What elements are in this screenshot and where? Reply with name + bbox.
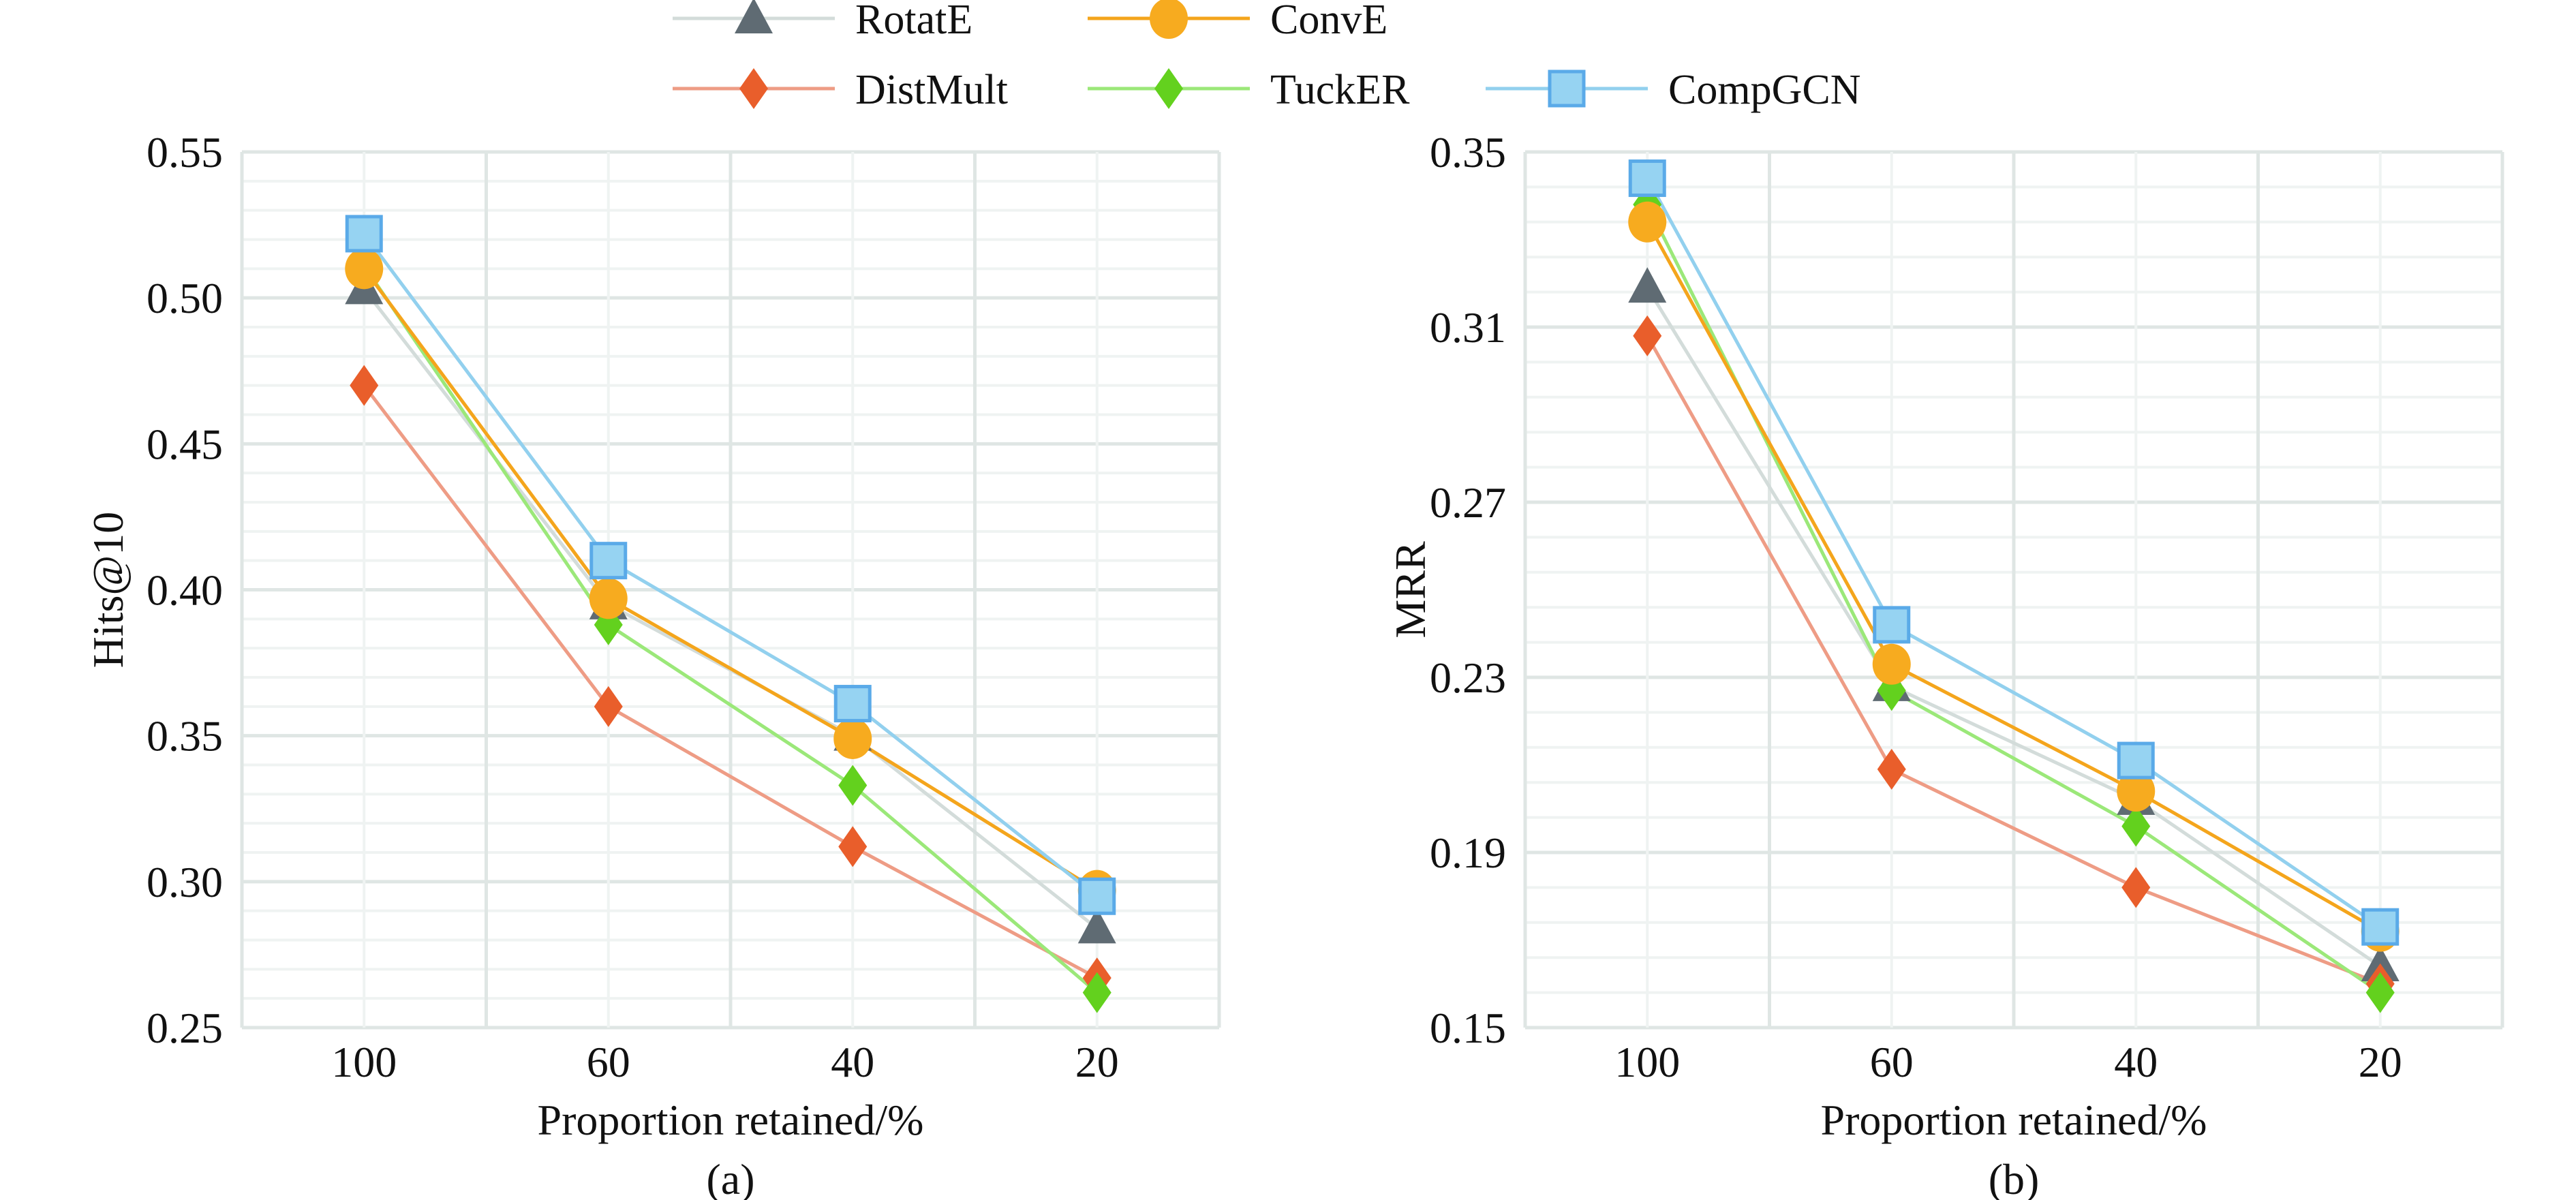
data-point-tucker	[838, 765, 868, 806]
legend-item-compgcn: CompGCN	[1486, 67, 1860, 113]
legend-label: ConvE	[1270, 0, 1387, 43]
y-tick-label: 0.31	[1430, 303, 1506, 352]
x-tick-label: 40	[831, 1038, 874, 1086]
diamond-icon	[1154, 68, 1183, 109]
y-tick-label: 0.23	[1430, 653, 1506, 702]
data-point-conve	[833, 718, 872, 759]
x-tick-label: 60	[587, 1038, 630, 1086]
circle-icon	[1150, 0, 1188, 39]
y-tick-label: 0.50	[147, 274, 223, 322]
x-axis-label: Proportion retained/%	[1821, 1096, 2207, 1144]
legend-label: TuckER	[1270, 67, 1410, 113]
data-point-distmult	[838, 826, 868, 867]
legend-item-tucker: TuckER	[1088, 67, 1410, 113]
y-tick-label: 0.45	[147, 420, 223, 468]
series-line-conve	[363, 267, 1099, 892]
y-tick-label: 0.55	[147, 128, 223, 176]
y-tick-label: 0.40	[147, 566, 223, 615]
triangle-icon	[735, 0, 773, 33]
data-point-compgcn	[2361, 908, 2399, 946]
data-point-distmult	[2121, 867, 2151, 908]
data-point-distmult	[594, 686, 623, 727]
legend-label: RotatE	[855, 0, 972, 43]
data-point-compgcn	[345, 215, 383, 253]
chart-caption: (b)	[1989, 1155, 2040, 1200]
square-icon	[1548, 70, 1586, 108]
data-point-conve	[589, 578, 628, 619]
y-tick-label: 0.25	[147, 1004, 223, 1052]
y-tick-label: 0.35	[147, 712, 223, 760]
data-point-rotate	[1077, 908, 1116, 944]
chart-caption: (a)	[706, 1155, 754, 1200]
series-line-rotate	[1646, 286, 2382, 968]
data-point-distmult	[1633, 315, 1662, 356]
y-tick-label: 0.19	[1430, 829, 1506, 877]
data-point-compgcn	[2117, 741, 2155, 780]
y-axis-label: MRR	[1386, 541, 1435, 639]
data-point-compgcn	[1873, 606, 1911, 644]
legend-item-rotate: RotatE	[673, 0, 972, 43]
y-tick-label: 0.15	[1430, 1004, 1506, 1052]
legend-label: DistMult	[855, 67, 1008, 113]
series-line-compgcn	[363, 232, 1099, 898]
legend: RotatE ConvE DistMult TuckER CompGCN	[673, 0, 1860, 113]
chart-b: 0.15 0.19 0.23 0.27 0.31 0.35 100 60 40 20 Proport…	[1386, 128, 2504, 1200]
data-point-rotate	[1628, 267, 1667, 303]
data-point-compgcn	[1628, 159, 1666, 198]
diamond-icon	[739, 68, 768, 109]
series-line-tucker	[363, 264, 1099, 994]
y-tick-label: 0.35	[1430, 128, 1506, 176]
data-point-conve	[2117, 771, 2156, 812]
x-tick-label: 60	[1870, 1038, 1914, 1086]
y-axis-label: Hits@10	[84, 512, 132, 668]
series-line-distmult	[1646, 335, 2381, 986]
chart-a: 0.25 0.30 0.35 0.40 0.45 0.50 0.55 100 60 40 20 Pro…	[84, 128, 1221, 1200]
data-point-conve	[1872, 643, 1911, 685]
x-tick-label: 40	[2114, 1038, 2158, 1086]
series-line-distmult	[363, 384, 1098, 980]
series-line-conve	[1646, 221, 2381, 933]
x-tick-label: 20	[1075, 1038, 1119, 1086]
x-tick-label: 100	[1614, 1038, 1680, 1086]
x-axis-label: Proportion retained/%	[538, 1096, 924, 1144]
legend-item-conve: ConvE	[1088, 0, 1387, 43]
data-point-compgcn	[833, 685, 872, 723]
legend-item-distmult: DistMult	[673, 67, 1008, 113]
data-point-distmult	[1877, 748, 1906, 790]
data-point-compgcn	[589, 542, 628, 580]
series-line-tucker	[1646, 203, 2382, 994]
data-point-tucker	[1082, 972, 1111, 1013]
data-point-distmult	[350, 365, 379, 406]
legend-label: CompGCN	[1668, 67, 1860, 113]
x-tick-label: 20	[2359, 1038, 2402, 1086]
data-point-conve	[345, 248, 384, 290]
data-point-tucker	[2121, 805, 2151, 847]
data-point-tucker	[2365, 972, 2395, 1013]
y-tick-label: 0.27	[1430, 478, 1506, 527]
x-tick-label: 100	[331, 1038, 397, 1086]
data-point-conve	[1628, 201, 1667, 243]
data-point-compgcn	[1078, 877, 1116, 915]
y-tick-label: 0.30	[147, 858, 223, 906]
series-line-compgcn	[1646, 177, 2382, 929]
